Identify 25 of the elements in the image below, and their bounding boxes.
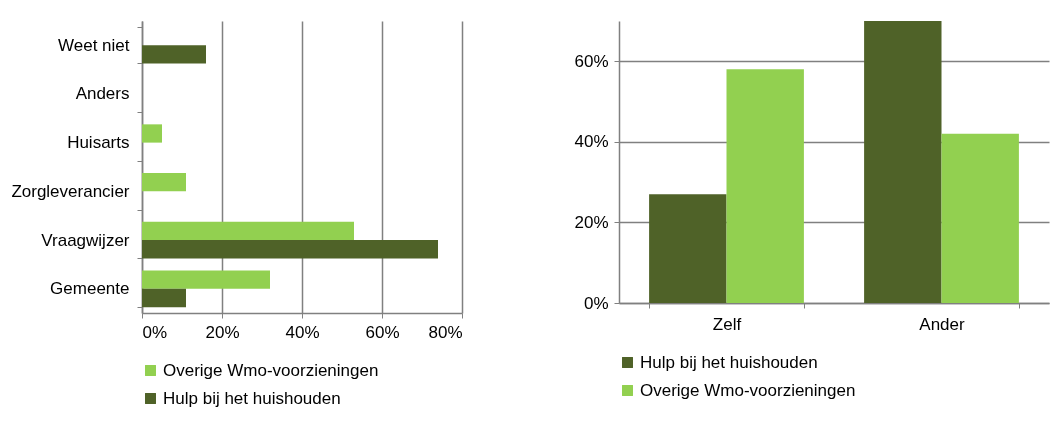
x-tick-label: Zelf xyxy=(712,314,742,334)
legend-label: Hulp bij het huishouden xyxy=(163,388,341,408)
bar xyxy=(726,69,804,303)
bar xyxy=(649,194,727,303)
x-tick-label: 60% xyxy=(365,322,400,342)
legend-label: Overige Wmo-voorzieningen xyxy=(163,360,379,380)
y-tick-label: Anders xyxy=(75,84,130,104)
y-tick-label: 40% xyxy=(574,132,609,152)
y-tick-label: 20% xyxy=(574,212,609,232)
bar xyxy=(864,21,942,303)
legend-label: Hulp bij het huishouden xyxy=(640,352,818,372)
x-tick-label: 80% xyxy=(428,322,463,342)
y-tick-label: Weet niet xyxy=(57,35,130,55)
x-tick-label: 40% xyxy=(285,322,320,342)
y-tick-label: 60% xyxy=(574,51,609,71)
y-tick-label: 0% xyxy=(583,293,609,313)
x-tick-label: 0% xyxy=(142,322,168,342)
bar xyxy=(941,133,1019,303)
x-tick-label: 20% xyxy=(205,322,240,342)
y-tick-label: Huisarts xyxy=(67,133,130,153)
legend-label: Overige Wmo-voorzieningen xyxy=(640,380,856,400)
x-tick-label: Ander xyxy=(919,314,966,334)
y-tick-label: Vraagwijzer xyxy=(41,230,130,250)
y-tick-label: Gemeente xyxy=(50,279,130,299)
y-tick-label: Zorgleverancier xyxy=(11,181,130,201)
